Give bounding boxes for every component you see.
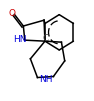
Text: HN: HN (13, 35, 26, 44)
Text: NH: NH (39, 75, 52, 84)
Text: O: O (9, 9, 16, 18)
Text: C: C (43, 34, 49, 43)
